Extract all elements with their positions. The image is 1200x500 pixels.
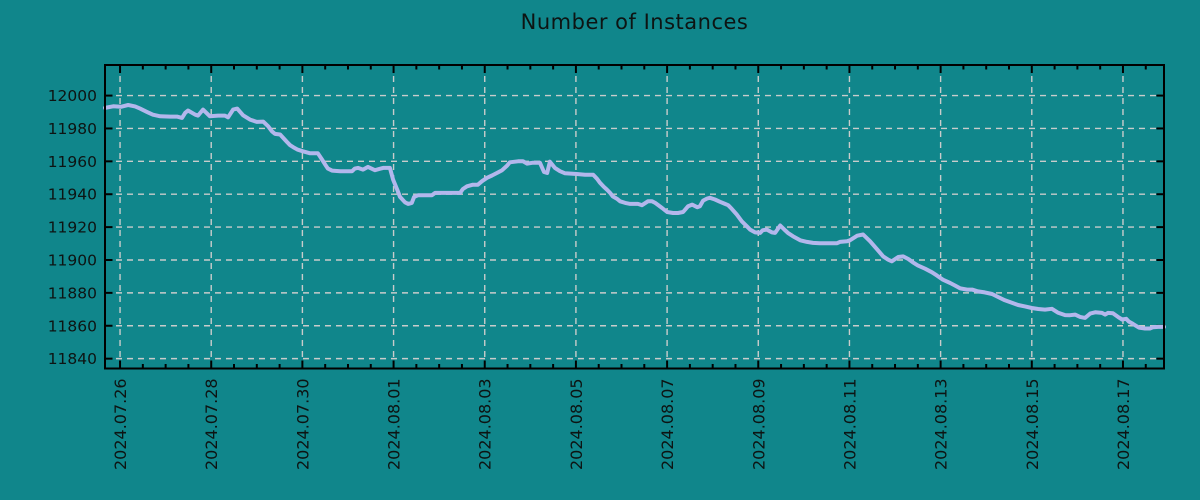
x-axis-tick-label: 2024.08.03 — [476, 378, 495, 470]
x-axis-tick-label: 2024.08.13 — [932, 378, 951, 470]
x-axis-tick-label: 2024.08.17 — [1114, 378, 1133, 470]
x-axis-tick-label: 2024.07.28 — [202, 378, 221, 470]
x-axis-tick-label: 2024.08.11 — [840, 378, 859, 470]
y-axis-tick-label: 11880 — [48, 284, 97, 302]
y-axis-tick-label: 11980 — [48, 120, 97, 138]
y-axis-tick-label: 12000 — [48, 87, 97, 105]
x-axis-tick-label: 2024.08.15 — [1023, 378, 1042, 470]
x-axis-tick-label: 2024.08.01 — [385, 378, 404, 470]
y-axis-tick-label: 11860 — [48, 317, 97, 335]
data-line-series — [103, 103, 1166, 331]
y-axis-tick-label: 11900 — [48, 251, 97, 269]
x-axis-tick-label: 2024.07.30 — [293, 378, 312, 470]
y-axis-tick-label: 11920 — [48, 219, 97, 237]
y-axis-tick-label: 11840 — [48, 350, 97, 368]
y-axis-tick-label: 11960 — [48, 153, 97, 171]
x-axis-tick-label: 2024.08.07 — [658, 378, 677, 470]
x-axis-tick-label: 2024.08.05 — [567, 378, 586, 470]
chart-title: Number of Instances — [520, 10, 749, 34]
y-axis-tick-label: 11940 — [48, 186, 97, 204]
plot-border — [104, 64, 1165, 370]
x-axis-tick-label: 2024.08.09 — [749, 378, 768, 470]
x-axis-tick-label: 2024.07.26 — [111, 378, 130, 470]
